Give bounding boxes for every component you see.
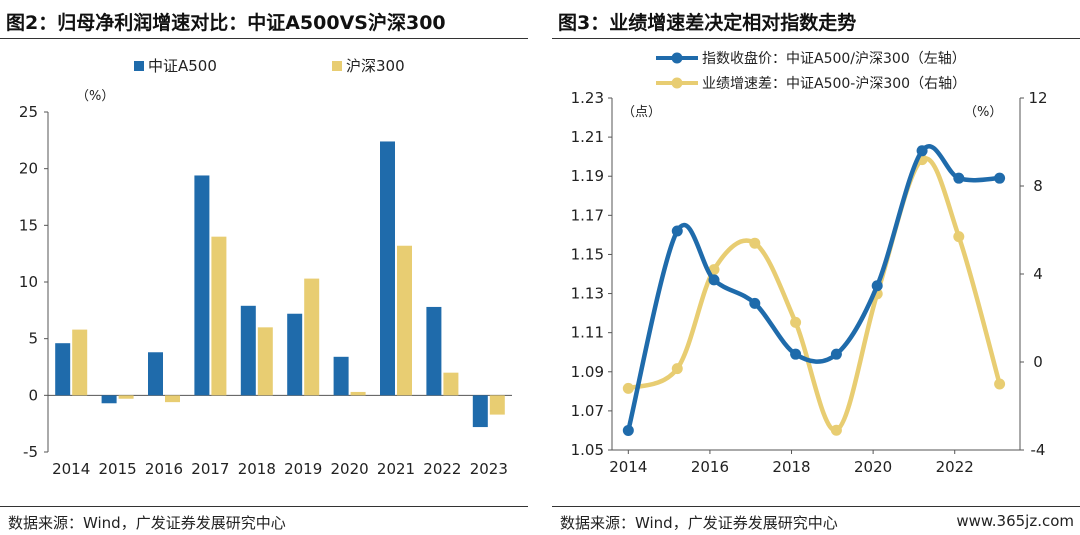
left-y-tick-label: 1.07 bbox=[571, 402, 604, 420]
bar-hs300 bbox=[118, 395, 134, 399]
right-y-tick-label: 4 bbox=[1033, 265, 1043, 283]
bar-chart: -5 0 5 10 15 20 25 （%） 2014 2015 2016 2017 2018 2019 2… bbox=[19, 57, 512, 478]
bar-a500 bbox=[287, 313, 303, 396]
data-point-growth-diff bbox=[830, 424, 842, 436]
y-tick-label: 10 bbox=[19, 273, 38, 291]
y-tick-label: -5 bbox=[23, 443, 38, 461]
y-axis-unit: （%） bbox=[76, 89, 114, 104]
legend-label: 沪深300 bbox=[346, 57, 405, 75]
x-tick-label: 2020 bbox=[331, 460, 369, 478]
bar-a500 bbox=[194, 175, 210, 396]
bar-hs300 bbox=[443, 372, 459, 396]
data-point-ratio bbox=[749, 297, 761, 309]
left-bottom-rule bbox=[0, 506, 528, 507]
bar-hs300 bbox=[165, 395, 180, 403]
left-y-tick-label: 1.17 bbox=[571, 206, 604, 224]
data-point-growth-diff bbox=[749, 237, 761, 249]
bar-a500 bbox=[380, 141, 395, 396]
data-point-growth-diff bbox=[622, 382, 634, 394]
data-point-growth-diff bbox=[953, 231, 965, 243]
legend-label: 业绩增速差：中证A500-沪深300（右轴） bbox=[702, 76, 966, 92]
bar-a500 bbox=[55, 343, 71, 396]
right-top-rule bbox=[552, 38, 1080, 39]
legend-label: 中证A500 bbox=[148, 57, 217, 75]
left-y-tick-label: 1.09 bbox=[571, 363, 604, 381]
line-chart: 1.05 1.07 1.09 1.11 1.13 1.15 1.17 1.19 1.21 1.23… bbox=[571, 50, 1048, 476]
right-bottom-rule bbox=[552, 506, 1080, 507]
right-axis-unit: （%） bbox=[964, 105, 1002, 120]
series-line-growth-diff bbox=[626, 156, 1002, 433]
x-tick-label: 2017 bbox=[191, 460, 229, 478]
y-tick-label: 0 bbox=[28, 386, 38, 404]
bar-hs300 bbox=[350, 391, 366, 396]
data-point-ratio bbox=[953, 172, 965, 184]
left-y-tick-label: 1.23 bbox=[571, 89, 604, 107]
right-source-note: 数据来源：Wind，广发证券发展研究中心 bbox=[560, 514, 838, 532]
data-point-ratio bbox=[708, 274, 720, 286]
x-tick-label: 2016 bbox=[145, 460, 183, 478]
bar-a500 bbox=[333, 356, 349, 396]
legend-swatch bbox=[332, 61, 342, 71]
left-source-note: 数据来源：Wind，广发证券发展研究中心 bbox=[8, 514, 286, 532]
left-y-tick-label: 1.21 bbox=[571, 128, 604, 146]
data-point-growth-diff bbox=[671, 363, 683, 375]
left-top-rule bbox=[0, 38, 528, 39]
left-axis-unit: （点） bbox=[622, 105, 661, 120]
bar-a500 bbox=[101, 395, 117, 404]
x-tick-label: 2020 bbox=[854, 458, 892, 476]
x-tick-label: 2022 bbox=[423, 460, 461, 478]
left-y-tick-label: 1.13 bbox=[571, 285, 604, 303]
left-y-tick-label: 1.19 bbox=[571, 167, 604, 185]
left-figure-title: 图2：归母净利润增速对比：中证A500VS沪深300 bbox=[6, 12, 446, 34]
x-tick-label: 2014 bbox=[52, 460, 90, 478]
x-tick-label: 2023 bbox=[470, 460, 508, 478]
x-tick-label: 2022 bbox=[936, 458, 974, 476]
data-point-growth-diff bbox=[790, 316, 802, 328]
right-y-tick-label: 12 bbox=[1028, 89, 1047, 107]
data-point-ratio bbox=[622, 424, 634, 436]
right-y-tick-label: 8 bbox=[1033, 177, 1043, 195]
left-y-tick-label: 1.15 bbox=[571, 245, 604, 263]
legend-marker bbox=[671, 52, 683, 64]
legend-marker bbox=[671, 77, 683, 89]
bar-a500 bbox=[472, 395, 488, 428]
data-point-ratio bbox=[671, 225, 683, 237]
y-tick-label: 20 bbox=[19, 160, 38, 178]
data-point-ratio bbox=[871, 280, 883, 292]
data-point-ratio bbox=[790, 348, 802, 360]
watermark-text: www.365jz.com bbox=[956, 512, 1074, 530]
x-tick-label: 2018 bbox=[772, 458, 810, 476]
left-y-tick-label: 1.05 bbox=[571, 441, 604, 459]
data-point-ratio bbox=[830, 348, 842, 360]
y-tick-label: 5 bbox=[28, 330, 38, 348]
legend-label: 指数收盘价：中证A500/沪深300（左轴） bbox=[702, 50, 966, 67]
data-point-ratio bbox=[994, 172, 1006, 184]
right-figure-title: 图3：业绩增速差决定相对指数走势 bbox=[558, 12, 857, 34]
bar-hs300 bbox=[489, 395, 505, 415]
x-tick-label: 2014 bbox=[609, 458, 647, 476]
left-y-tick-label: 1.11 bbox=[571, 324, 604, 342]
bar-a500 bbox=[240, 305, 256, 396]
bar-hs300 bbox=[304, 278, 320, 396]
x-tick-label: 2021 bbox=[377, 460, 415, 478]
right-figure-panel: 图3：业绩增速差决定相对指数走势 1.05 1.07 1.09 1.11 1.13 1.1… bbox=[552, 0, 1080, 535]
legend-swatch bbox=[134, 61, 144, 71]
bar-hs300 bbox=[72, 329, 88, 396]
x-tick-label: 2018 bbox=[238, 460, 276, 478]
right-y-tick-label: -4 bbox=[1031, 441, 1046, 459]
data-point-ratio bbox=[916, 145, 928, 157]
left-figure-panel: 图2：归母净利润增速对比：中证A500VS沪深300 -5 0 5 10 15 20 25 （… bbox=[0, 0, 528, 535]
y-tick-label: 15 bbox=[19, 216, 38, 234]
x-tick-label: 2016 bbox=[691, 458, 729, 476]
y-tick-label: 25 bbox=[19, 103, 38, 121]
data-point-growth-diff bbox=[994, 378, 1006, 390]
bar-hs300 bbox=[397, 245, 412, 396]
bar-a500 bbox=[426, 306, 442, 396]
bar-hs300 bbox=[257, 327, 273, 396]
bar-hs300 bbox=[211, 236, 227, 396]
bar-a500 bbox=[148, 352, 163, 396]
right-y-tick-label: 0 bbox=[1033, 353, 1043, 371]
x-tick-label: 2019 bbox=[284, 460, 322, 478]
x-tick-label: 2015 bbox=[99, 460, 137, 478]
